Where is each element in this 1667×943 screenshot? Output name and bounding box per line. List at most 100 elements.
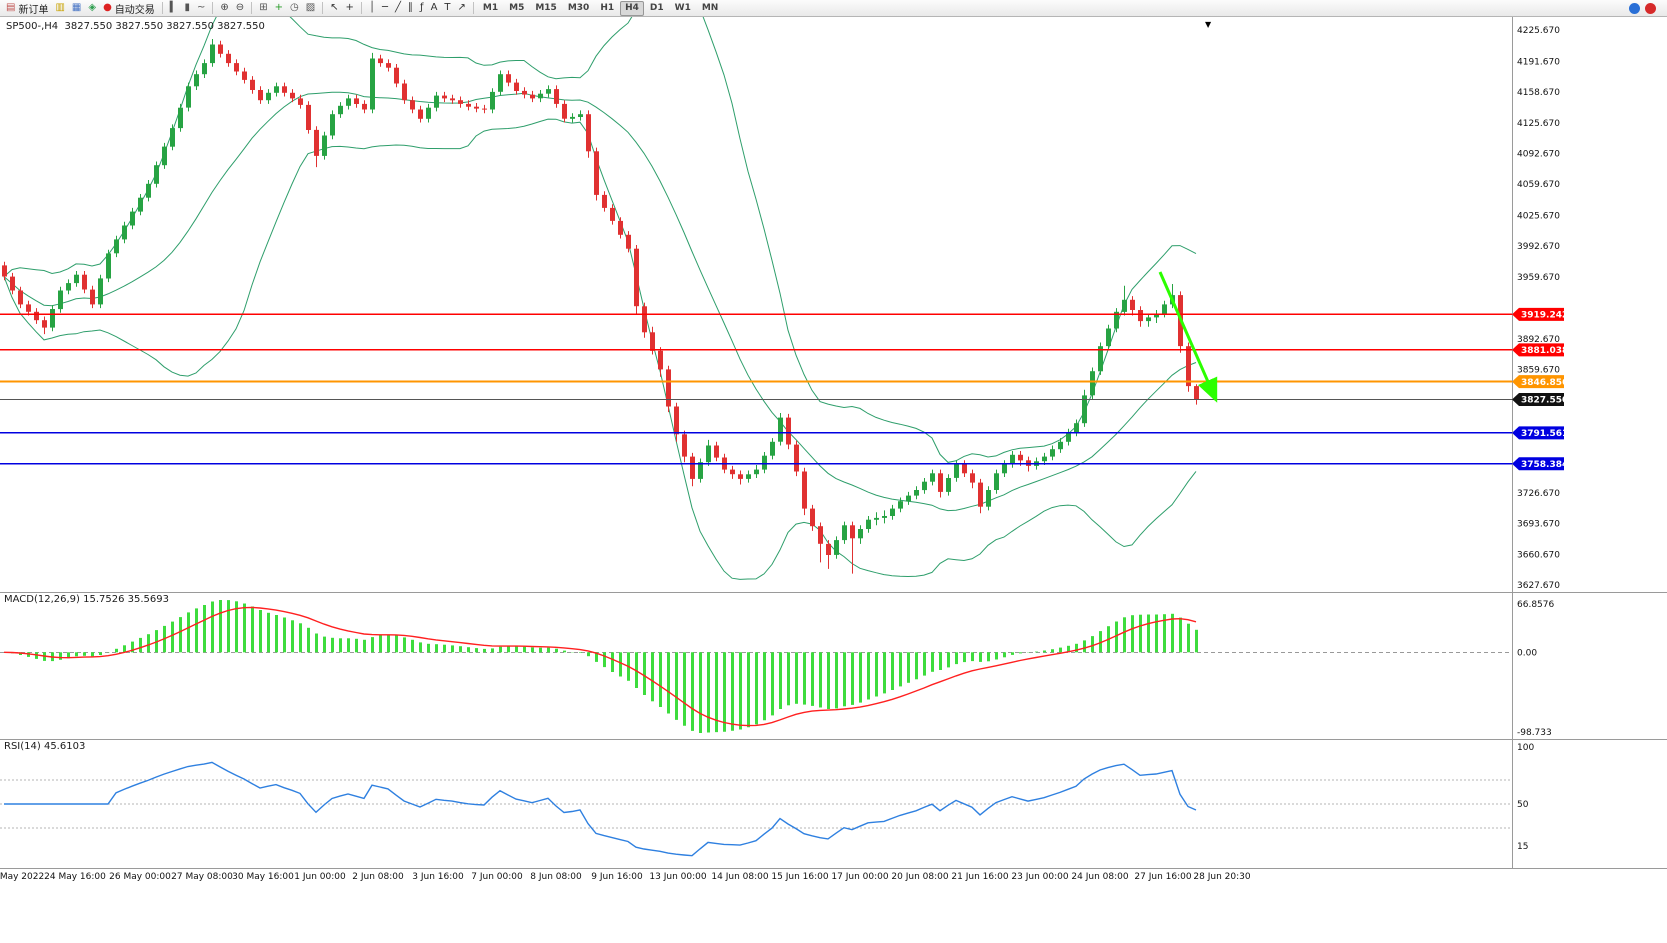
- rsi-axis-label: 50: [1517, 800, 1529, 810]
- timeframe-m30-button[interactable]: M30: [567, 3, 590, 13]
- indicators-button[interactable]: +: [272, 1, 286, 16]
- zoom-in-button[interactable]: ⊕: [217, 1, 231, 16]
- price-tick-label: 3693.670: [1517, 520, 1560, 530]
- candle: [1130, 299, 1135, 310]
- bar-chart-icon: ▍: [169, 2, 178, 13]
- candle: [394, 67, 399, 84]
- timeframe-m1-button[interactable]: M1: [482, 3, 499, 13]
- svg-text:3791.561: 3791.561: [1521, 429, 1568, 439]
- time-axis-label: 23 Jun 00:00: [1011, 872, 1068, 882]
- text-button[interactable]: A: [428, 1, 441, 16]
- candle: [794, 444, 799, 472]
- data-window-button[interactable]: ▦: [69, 1, 84, 16]
- arrows-button[interactable]: ↗: [455, 1, 469, 16]
- templates-button[interactable]: ▨: [303, 1, 318, 16]
- time-axis-label: 17 Jun 00:00: [831, 872, 888, 882]
- new-order-button[interactable]: ▤ 新订单: [3, 1, 51, 16]
- chart-canvas[interactable]: ▼ 4225.670 4191.670 4158.670 4125.670 4092.67…: [0, 17, 1667, 943]
- candle: [890, 508, 895, 516]
- candle: [50, 309, 55, 328]
- candle: [770, 441, 775, 456]
- fibonacci-button[interactable]: ƒ: [417, 1, 427, 16]
- tile-windows-button[interactable]: ⊞: [256, 1, 270, 16]
- timeframe-w1-button[interactable]: W1: [674, 3, 691, 13]
- vertical-line-icon: │: [368, 2, 375, 13]
- candle: [650, 332, 655, 351]
- candle: [90, 289, 95, 305]
- price-tick-label: 4025.670: [1517, 212, 1560, 222]
- time-axis-label: 21 Jun 16:00: [951, 872, 1008, 882]
- candle: [586, 114, 591, 152]
- toolbar-right-group: [1629, 2, 1664, 14]
- bar-chart-button[interactable]: ▍: [167, 1, 181, 16]
- timeframe-d1-button[interactable]: D1: [649, 3, 664, 13]
- candle: [210, 44, 215, 64]
- navigator-button[interactable]: ◈: [85, 1, 99, 16]
- candle: [674, 406, 679, 435]
- candle: [842, 525, 847, 541]
- time-axis-label: 24 May 16:00: [44, 872, 106, 882]
- candle: [610, 207, 615, 221]
- candle: [282, 86, 287, 93]
- toolbar-separator: [212, 2, 214, 14]
- vertical-line-button[interactable]: │: [366, 1, 378, 16]
- price-tick-label: 4092.670: [1517, 149, 1560, 159]
- price-tick-label: 3859.670: [1517, 366, 1560, 376]
- candle: [530, 94, 535, 99]
- candle: [898, 501, 903, 509]
- time-axis-label: 26 May 00:00: [109, 872, 171, 882]
- price-tick-label: 4191.670: [1517, 58, 1560, 68]
- channel-button[interactable]: ∥: [405, 1, 416, 16]
- zoom-out-button[interactable]: ⊖: [233, 1, 247, 16]
- candle: [106, 253, 111, 279]
- timeframe-h4-button[interactable]: H4: [620, 0, 644, 16]
- candle: [1010, 454, 1015, 465]
- cursor-button[interactable]: ↖: [327, 1, 341, 16]
- candle: [274, 86, 279, 93]
- candle: [338, 105, 343, 115]
- autotrading-button[interactable]: ● 自动交易: [100, 1, 158, 16]
- trend-arrow[interactable]: [1158, 271, 1218, 403]
- candle: [1114, 311, 1119, 329]
- timeframe-mn-button[interactable]: MN: [701, 3, 719, 13]
- label-button[interactable]: T: [441, 1, 453, 16]
- trendline-button[interactable]: ╱: [392, 1, 404, 16]
- candle: [2, 265, 7, 277]
- fibonacci-icon: ƒ: [420, 2, 424, 13]
- candle: [146, 183, 151, 198]
- candle: [1186, 346, 1191, 387]
- candle: [554, 89, 559, 104]
- toolbar-separator: [161, 2, 163, 14]
- search-icon[interactable]: [1629, 2, 1640, 14]
- autotrading-button-label: 自动交易: [114, 4, 155, 16]
- horizontal-line-button[interactable]: ─: [379, 1, 391, 16]
- candlestick-chart-button[interactable]: ▮: [182, 1, 194, 16]
- resistance-line-1-badge: 3919.242: [1512, 307, 1568, 321]
- periods-button[interactable]: ◷: [287, 1, 302, 16]
- community-icon[interactable]: [1645, 2, 1656, 14]
- candle: [570, 116, 575, 119]
- price-tick-label: 3627.670: [1517, 581, 1560, 591]
- price-tick-label: 4125.670: [1517, 119, 1560, 129]
- candle: [1082, 395, 1087, 424]
- candle: [954, 464, 959, 478]
- candle: [690, 456, 695, 479]
- candle: [1098, 346, 1103, 372]
- candle: [850, 525, 855, 539]
- svg-text:3919.242: 3919.242: [1521, 311, 1568, 321]
- price-tick-label: 3992.670: [1517, 242, 1560, 252]
- market-watch-button[interactable]: ▥: [52, 1, 67, 16]
- timeframe-m15-button[interactable]: M15: [535, 3, 557, 13]
- time-axis-label: 14 Jun 08:00: [711, 872, 768, 882]
- timeframe-h1-button[interactable]: H1: [600, 3, 615, 13]
- new-order-button-label: 新订单: [18, 4, 49, 16]
- candle: [602, 194, 607, 208]
- timeframe-m5-button[interactable]: M5: [509, 3, 525, 13]
- candle: [922, 481, 927, 491]
- candle: [666, 369, 671, 407]
- line-chart-button[interactable]: ~: [194, 1, 208, 16]
- candle: [730, 469, 735, 475]
- time-axis-label: May 2022: [0, 872, 44, 882]
- crosshair-button[interactable]: +: [343, 1, 357, 16]
- candle: [562, 103, 567, 119]
